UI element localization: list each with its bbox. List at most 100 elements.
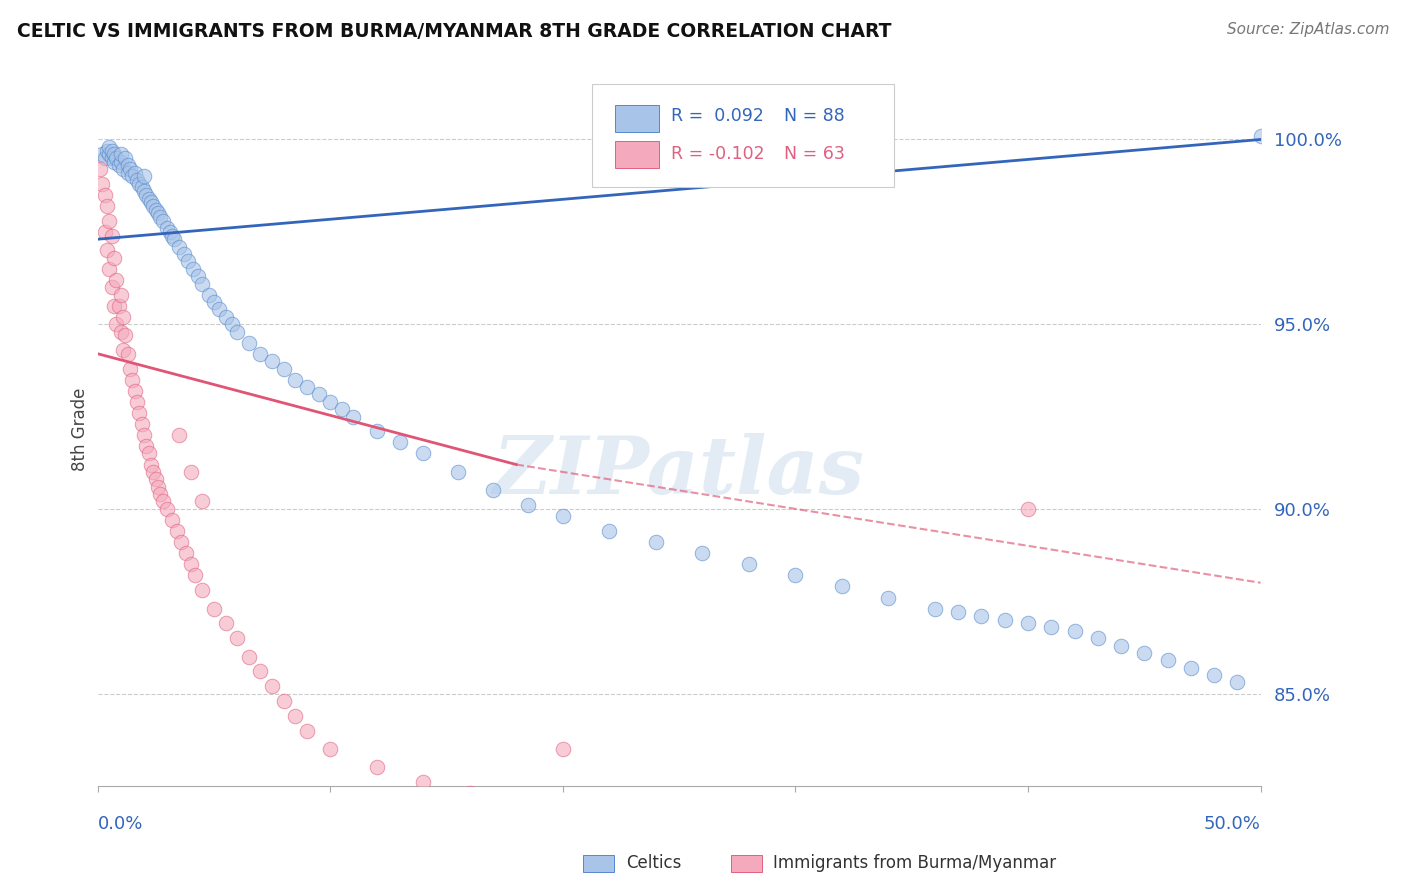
Point [138, 192, 160, 206]
Point [105, 273, 128, 287]
Point [93, 151, 115, 165]
Point [249, 665, 271, 679]
Point [145, 202, 167, 217]
Text: 0.0%: 0.0% [97, 815, 143, 833]
Point [238, 649, 260, 664]
Point [202, 601, 225, 615]
Point [295, 380, 318, 394]
Point [103, 251, 125, 265]
Point [447, 465, 470, 479]
Point [120, 361, 142, 376]
Point [1133, 646, 1156, 660]
Point [226, 631, 249, 645]
Point [160, 513, 183, 527]
Point [1040, 620, 1063, 634]
Point [1250, 128, 1272, 143]
Point [145, 472, 167, 486]
Point [167, 239, 190, 253]
Point [142, 465, 165, 479]
Point [100, 151, 122, 165]
Point [284, 708, 307, 723]
Point [146, 480, 169, 494]
Point [135, 439, 157, 453]
Text: Source: ZipAtlas.com: Source: ZipAtlas.com [1226, 22, 1389, 37]
Point [214, 310, 236, 324]
Point [994, 613, 1017, 627]
Text: R = -0.102: R = -0.102 [671, 145, 765, 162]
Point [131, 417, 153, 431]
Point [103, 299, 125, 313]
Point [831, 579, 853, 593]
Point [100, 280, 122, 294]
Point [105, 317, 128, 331]
Point [366, 760, 388, 774]
Point [319, 394, 342, 409]
Point [166, 524, 188, 538]
Point [180, 558, 202, 572]
Text: CELTIC VS IMMIGRANTS FROM BURMA/MYANMAR 8TH GRADE CORRELATION CHART: CELTIC VS IMMIGRANTS FROM BURMA/MYANMAR … [17, 22, 891, 41]
Point [114, 151, 136, 165]
Point [98, 140, 121, 154]
Text: R =  0.092: R = 0.092 [671, 107, 763, 126]
Point [91, 147, 114, 161]
Point [738, 558, 761, 572]
Point [114, 328, 136, 343]
Bar [614, 141, 659, 168]
Point [184, 568, 207, 582]
Point [110, 154, 132, 169]
Point [142, 199, 165, 213]
Text: N = 63: N = 63 [783, 145, 845, 162]
Point [131, 180, 153, 194]
Point [877, 591, 900, 605]
Point [89, 161, 111, 176]
Text: N = 88: N = 88 [783, 107, 845, 126]
Point [1017, 501, 1039, 516]
Text: 50.0%: 50.0% [1204, 815, 1261, 833]
Point [273, 694, 295, 708]
Point [1156, 653, 1178, 667]
Point [308, 387, 330, 401]
Point [128, 406, 150, 420]
Point [110, 147, 132, 161]
Point [238, 335, 260, 350]
Point [98, 147, 121, 161]
Point [107, 299, 129, 313]
Point [330, 402, 353, 417]
Point [249, 347, 271, 361]
Point [127, 173, 149, 187]
Point [124, 384, 146, 398]
Point [598, 524, 620, 538]
Point [117, 347, 139, 361]
Point [180, 465, 202, 479]
Point [202, 295, 225, 310]
Point [96, 199, 118, 213]
Point [412, 775, 434, 789]
Text: ZIPatlas: ZIPatlas [494, 434, 865, 511]
Point [103, 154, 125, 169]
Point [1180, 661, 1202, 675]
Point [226, 325, 249, 339]
Point [156, 501, 179, 516]
Point [112, 310, 135, 324]
Point [128, 177, 150, 191]
Point [91, 177, 114, 191]
Point [1063, 624, 1085, 638]
Point [342, 409, 364, 424]
Point [146, 206, 169, 220]
Point [112, 161, 135, 176]
Point [152, 494, 174, 508]
Point [96, 144, 118, 158]
Point [121, 169, 143, 184]
Point [785, 568, 807, 582]
Point [505, 797, 527, 812]
Point [93, 187, 115, 202]
Point [207, 302, 229, 317]
Point [924, 601, 946, 615]
Point [132, 184, 155, 198]
Point [132, 169, 155, 184]
Point [295, 723, 318, 738]
Point [103, 147, 125, 161]
Point [260, 679, 283, 693]
FancyBboxPatch shape [592, 84, 894, 187]
Point [160, 228, 183, 243]
